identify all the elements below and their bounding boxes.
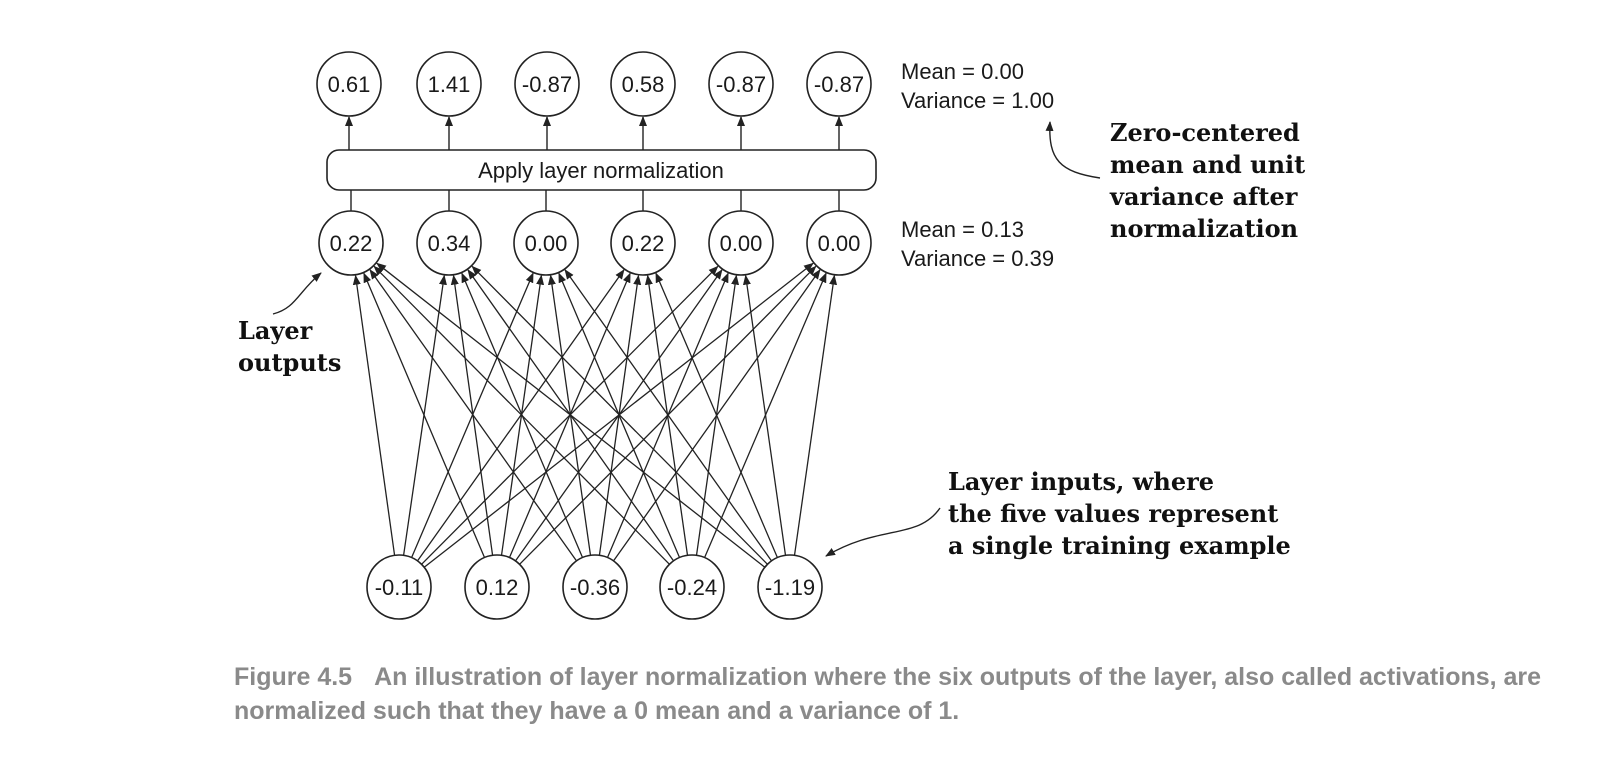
layer-output-node-circle: [318, 210, 384, 276]
connection-line: [373, 265, 670, 565]
stats-after-variance: Variance = 1.00: [901, 88, 1054, 113]
connection-line: [369, 269, 578, 562]
apply-layer-normalization-label: Apply layer normalization: [478, 158, 724, 183]
output-node-circle: [806, 51, 872, 117]
stats-before-mean: Mean = 0.13: [901, 217, 1024, 242]
layer-output-node-circle: [416, 210, 482, 276]
layer-output-node-circle: [806, 210, 872, 276]
input-node-circle: [757, 554, 823, 620]
input-node-circle: [562, 554, 628, 620]
annotation-zero-centered-line-3: variance after: [1109, 182, 1298, 211]
input-node-value: -0.36: [570, 575, 620, 600]
connection-line: [508, 272, 631, 558]
connection-line: [352, 274, 396, 556]
layer-output-node-layer: 0.22 0.34 0.00 0.22 0.00 0.00: [318, 210, 872, 276]
output-node: -0.87: [708, 51, 774, 117]
input-node-value: -0.11: [375, 575, 424, 600]
layer-output-node-value: 0.00: [720, 231, 763, 256]
stats-before-variance: Variance = 0.39: [901, 246, 1054, 271]
output-node: -0.87: [514, 51, 580, 117]
output-node-circle: [316, 51, 382, 117]
connection-line: [742, 274, 787, 556]
output-node-value: 0.61: [328, 72, 371, 97]
input-node: -0.36: [562, 554, 628, 620]
layer-output-node-value: 0.00: [525, 231, 568, 256]
annotation-layer-inputs-pointer: [825, 507, 941, 557]
connection-line: [376, 262, 766, 568]
connection-line: [410, 272, 534, 558]
input-node-circle: [659, 554, 725, 620]
output-node-circle: [610, 51, 676, 117]
layer-output-node-circle: [610, 210, 676, 276]
diagram-canvas: Apply layer normalization 0.61 1.41 -0.87 0…: [238, 51, 1305, 620]
stats-after-mean: Mean = 0.00: [901, 59, 1024, 84]
connection-line: [655, 272, 779, 558]
annotation-layer-outputs-line-1: Layer: [238, 316, 313, 345]
layer-output-node-circle: [513, 210, 579, 276]
layer-output-node-value: 0.22: [330, 231, 373, 256]
output-node-circle: [514, 51, 580, 117]
output-node-value: -0.87: [522, 72, 572, 97]
output-node-value: 0.58: [622, 72, 665, 97]
annotation-layer-inputs: Layer inputs, where the five values repr…: [825, 467, 1291, 560]
output-node: 0.61: [316, 51, 382, 117]
input-node-circle: [464, 554, 530, 620]
output-node-value: 1.41: [428, 72, 471, 97]
annotation-zero-centered-line-4: normalization: [1110, 214, 1298, 243]
annotation-layer-outputs-line-2: outputs: [238, 348, 341, 377]
annotation-layer-inputs-line-1: Layer inputs, where: [948, 467, 1214, 496]
output-node-layer: 0.61 1.41 -0.87 0.58 -0.87 -0.87: [316, 51, 872, 117]
input-node: -0.11: [366, 554, 432, 620]
connection-lines: [352, 262, 838, 568]
input-node-value: 0.12: [476, 575, 519, 600]
layer-output-node-circle: [708, 210, 774, 276]
layer-output-node-value: 0.22: [622, 231, 665, 256]
output-node: -0.87: [806, 51, 872, 117]
annotation-zero-centered-line-2: mean and unit: [1110, 150, 1305, 179]
connection-line: [363, 272, 486, 558]
output-node: 1.41: [416, 51, 482, 117]
figure-caption: Figure 4.5 An illustration of layer norma…: [234, 660, 1574, 728]
output-node-value: -0.87: [716, 72, 766, 97]
layer-output-node-value: 0.00: [818, 231, 861, 256]
figure-caption-text: An illustration of layer normalization w…: [234, 663, 1542, 725]
layer-output-node: 0.00: [513, 210, 579, 276]
layer-output-node: 0.34: [416, 210, 482, 276]
input-node: -1.19: [757, 554, 823, 620]
input-node: -0.24: [659, 554, 725, 620]
annotation-zero-centered-pointer: [1045, 121, 1101, 179]
layer-output-node: 0.22: [318, 210, 384, 276]
output-node-circle: [708, 51, 774, 117]
annotation-layer-outputs: Layer outputs: [238, 272, 341, 377]
input-node-layer: -0.11 0.12 -0.36 -0.24 -1.19: [366, 554, 823, 620]
output-arrows: [345, 116, 843, 211]
input-node-circle: [366, 554, 432, 620]
layer-output-node: 0.22: [610, 210, 676, 276]
output-node-value: -0.87: [814, 72, 864, 97]
annotation-layer-inputs-line-3: a single training example: [948, 531, 1291, 560]
annotation-zero-centered-line-1: Zero-centered: [1110, 118, 1300, 147]
annotation-layer-inputs-line-2: the five values represent: [948, 499, 1278, 528]
annotation-zero-centered: Zero-centered mean and unit variance aft…: [1045, 118, 1305, 243]
input-node: 0.12: [464, 554, 530, 620]
output-node-circle: [416, 51, 482, 117]
connection-line: [471, 265, 768, 565]
apply-layer-normalization-box: [326, 149, 877, 191]
annotation-layer-outputs-pointer: [272, 272, 322, 315]
output-node: 0.58: [610, 51, 676, 117]
layer-output-node: 0.00: [806, 210, 872, 276]
layer-output-node-value: 0.34: [428, 231, 471, 256]
input-node-value: -0.24: [667, 575, 717, 600]
input-node-value: -1.19: [765, 575, 815, 600]
connection-line: [793, 274, 838, 556]
connection-line: [564, 269, 773, 562]
figure-number: Figure 4.5: [234, 663, 353, 691]
connection-line: [416, 269, 625, 562]
layer-output-node: 0.00: [708, 210, 774, 276]
